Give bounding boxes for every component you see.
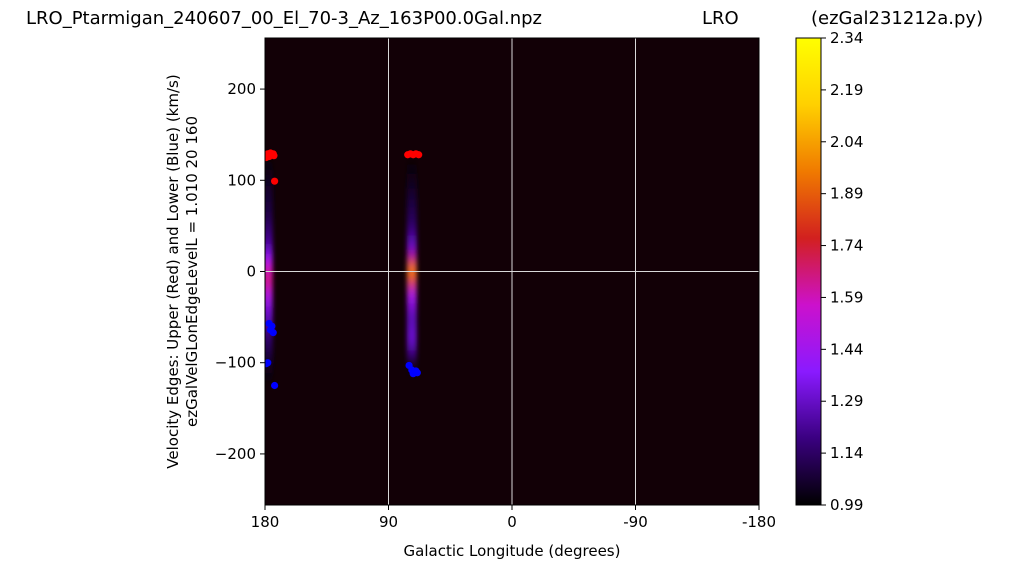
chart-title-center: LRO [702,8,739,29]
x-tick-label: 0 [507,513,517,531]
chart-title-left: LRO_Ptarmigan_240607_00_El_70-3_Az_163P0… [26,8,543,29]
colorbar-tick-label: 1.44 [830,340,863,358]
x-tick-label: 180 [251,513,280,531]
colorbar-tick-label: 2.34 [830,29,863,47]
colorbar-tick-label: 2.04 [830,133,863,151]
colorbar-tick-label: 1.59 [830,288,863,306]
x-axis: 180 90 0 -90 -180 [251,505,776,531]
heat-column-band [406,152,417,374]
heat-column-0 [265,152,273,386]
colorbar-ticks: 2.34 2.19 2.04 1.89 1.74 1.59 1.44 1.29 1.14 0.99 [821,29,863,514]
y-tick-label: 0 [246,263,256,281]
y-tick-label: 200 [227,80,256,98]
heat-column-1 [406,152,417,374]
chart-title-right: (ezGal231212a.py) [811,8,984,29]
edge-point-series-1 [265,359,272,367]
edge-point-series-0 [270,152,278,160]
y-tick-label: −200 [215,445,256,463]
y-axis-label-line-1: Velocity Edges: Upper (Red) and Lower (B… [164,74,182,468]
y-axis-label-line-2: ezGalVelGLonEdgeLevelL = 1.010 20 160 [183,116,201,427]
y-tick-label: −100 [215,354,256,372]
y-tick-label: 100 [227,171,256,189]
colorbar-tick-label: 1.14 [830,444,863,462]
x-axis-label: Galactic Longitude (degrees) [404,542,621,560]
grid-lines [265,38,759,505]
edge-point-series-1 [413,369,421,377]
edge-point-series-1 [271,381,279,390]
x-tick-label: 90 [379,513,398,531]
x-tick-label: -180 [742,513,776,531]
y-axis: 200 100 0 −100 −200 [215,80,265,463]
colorbar [795,37,822,506]
edge-point-series-0 [415,151,423,159]
colorbar-tick-label: 1.29 [830,392,863,410]
colorbar-tick-label: 0.99 [830,496,863,514]
edge-points [265,149,423,390]
colorbar-tick-label: 1.89 [830,185,863,203]
edge-point-series-1 [269,329,277,337]
edge-point-series-0 [271,177,279,185]
heat-column-band [265,152,273,386]
colorbar-tick-label: 2.19 [830,81,863,99]
colorbar-tick-label: 1.74 [830,237,863,255]
x-tick-label: -90 [623,513,648,531]
